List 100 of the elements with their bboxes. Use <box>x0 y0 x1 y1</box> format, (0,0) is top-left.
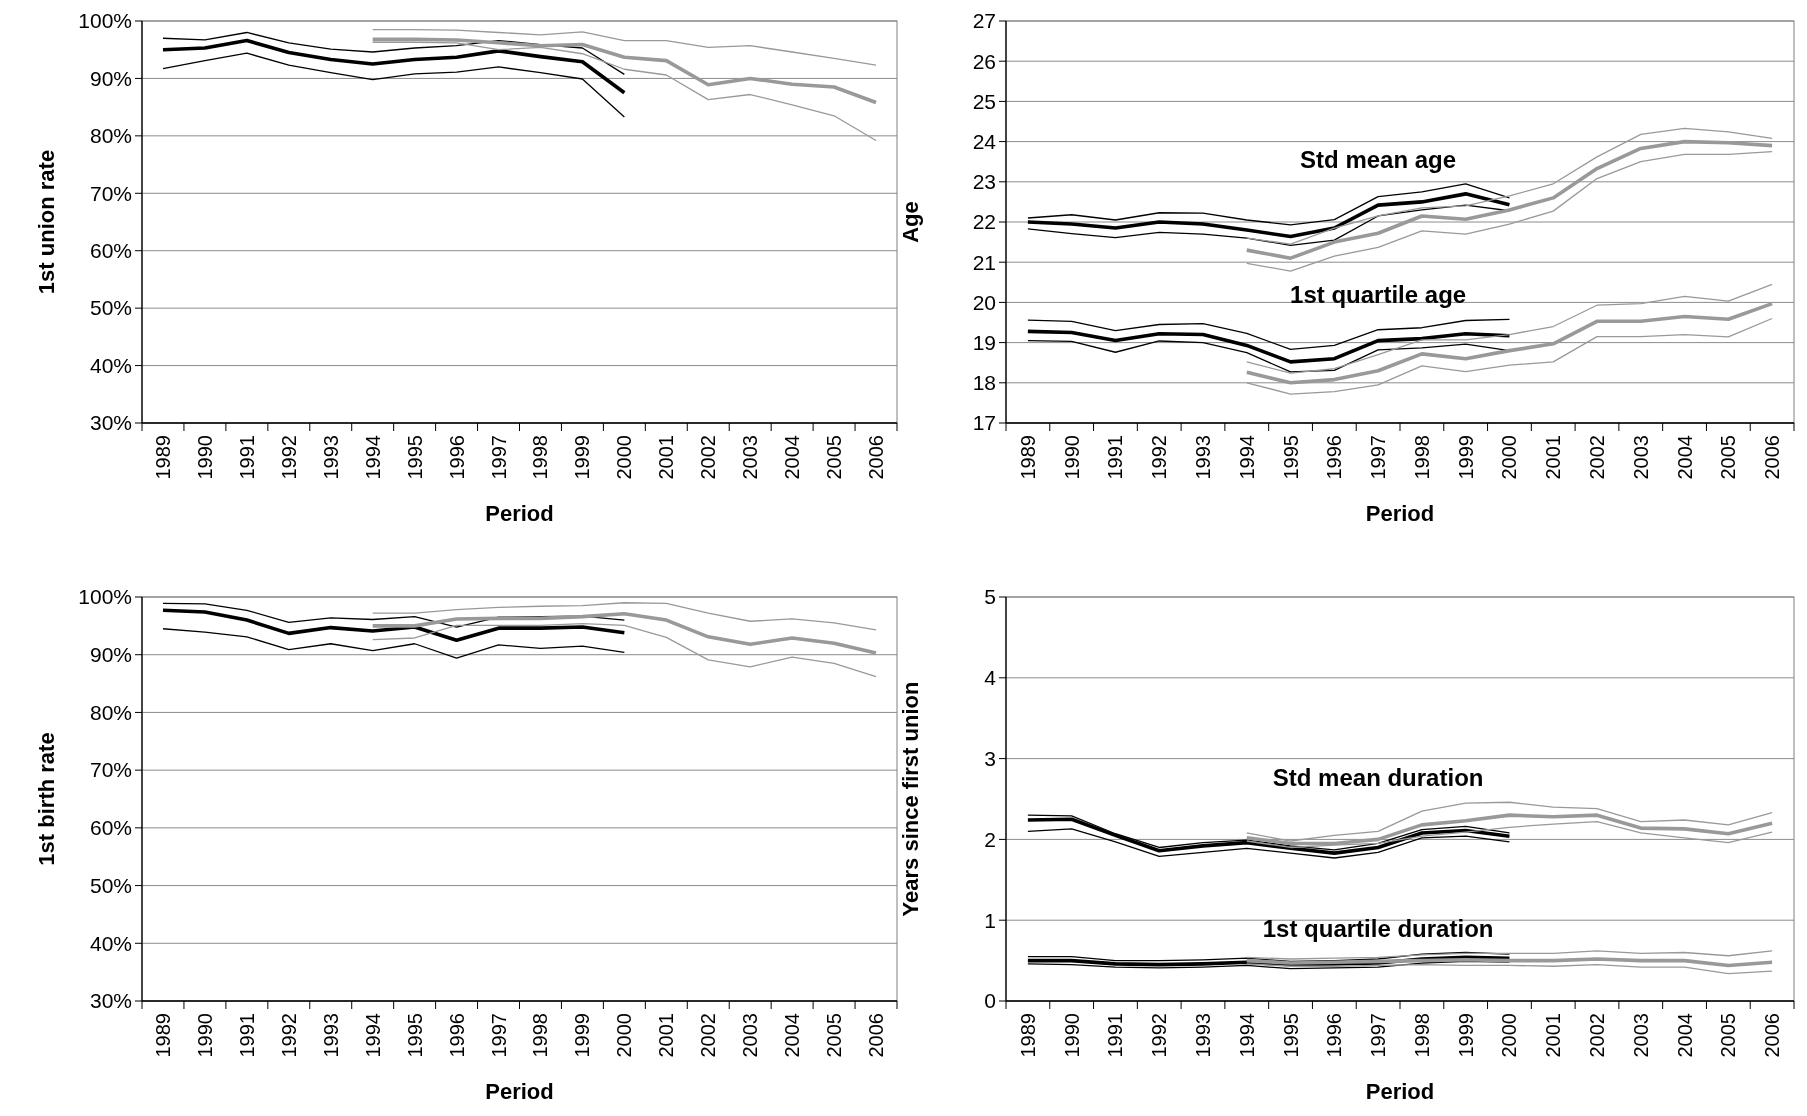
annotation: Std mean duration <box>1272 764 1484 792</box>
x-tick-label: 2005 <box>1717 435 1740 480</box>
y-tick-label: 50% <box>89 296 132 320</box>
x-tick-label: 1990 <box>193 1013 216 1058</box>
x-tick-label: 2000 <box>613 435 636 480</box>
x-tick-label: 2004 <box>781 435 804 480</box>
x-tick-label: 1999 <box>571 1013 594 1058</box>
x-tick-label: 1996 <box>1323 435 1346 480</box>
y-tick-label: 4 <box>984 666 997 690</box>
x-tick-label: 2003 <box>739 1013 762 1058</box>
x-tick-label: 1994 <box>1235 1013 1258 1058</box>
x-tick-label: 2000 <box>1498 435 1521 480</box>
y-tick-label: 18 <box>972 371 996 395</box>
y-tick-label: 25 <box>972 89 996 113</box>
x-tick-label: 1997 <box>1367 1013 1390 1058</box>
y-tick-label: 70% <box>89 181 132 205</box>
y-tick-label: 17 <box>972 411 996 435</box>
x-tick-label: 2001 <box>1542 435 1565 480</box>
x-tick-label: 2003 <box>739 435 762 480</box>
x-tick-label: 1994 <box>361 435 384 480</box>
x-tick-label: 2002 <box>697 1013 720 1058</box>
x-axis-title: Period <box>1365 1079 1435 1104</box>
y-tick-label: 20 <box>972 290 996 314</box>
y-axis-title: 1st union rate <box>34 149 59 295</box>
x-tick-label: 1997 <box>1367 435 1390 480</box>
x-tick-label: 1994 <box>361 1013 384 1058</box>
y-tick-label: 60% <box>89 816 132 840</box>
x-tick-label: 1999 <box>1454 1013 1477 1058</box>
y-tick-label: 40% <box>89 353 132 377</box>
y-axis-title: Age <box>898 201 923 243</box>
x-tick-label: 2000 <box>1498 1013 1521 1058</box>
y-tick-label: 100% <box>78 585 132 609</box>
annotation: 1st quartile duration <box>1262 914 1494 942</box>
x-tick-label: 2006 <box>865 435 888 480</box>
y-tick-label: 80% <box>89 700 132 724</box>
y-tick-label: 23 <box>972 170 996 194</box>
x-tick-label: 1993 <box>319 435 342 480</box>
x-tick-label: 2005 <box>823 435 846 480</box>
x-tick-label: 1991 <box>235 1013 258 1058</box>
x-tick-label: 1999 <box>571 435 594 480</box>
x-tick-label: 2004 <box>1673 1013 1696 1058</box>
x-tick-label: 2003 <box>1629 435 1652 480</box>
x-tick-label: 2001 <box>655 1013 678 1058</box>
x-tick-label: 1995 <box>1279 1013 1302 1058</box>
x-tick-label: 1998 <box>529 1013 552 1058</box>
y-tick-label: 5 <box>984 585 996 609</box>
x-tick-label: 2004 <box>1673 435 1696 480</box>
annotation: Std mean age <box>1300 145 1457 173</box>
x-tick-label: 1989 <box>1016 435 1039 480</box>
x-tick-label: 2002 <box>1586 435 1608 480</box>
x-tick-label: 2005 <box>1717 1013 1740 1058</box>
y-tick-label: 100% <box>78 9 132 33</box>
x-tick-label: 1989 <box>151 1013 174 1058</box>
x-tick-label: 2002 <box>1586 1013 1608 1058</box>
y-tick-label: 26 <box>972 49 996 73</box>
x-tick-label: 1989 <box>1016 1013 1039 1058</box>
y-tick-label: 30% <box>89 989 132 1013</box>
x-tick-label: 2000 <box>613 1013 636 1058</box>
x-tick-label: 2004 <box>781 1013 804 1058</box>
y-tick-label: 90% <box>89 643 132 667</box>
x-tick-label: 1992 <box>277 1013 300 1058</box>
x-tick-label: 1996 <box>445 1013 468 1058</box>
x-tick-label: 1994 <box>1235 435 1258 480</box>
x-tick-label: 1997 <box>487 1013 510 1058</box>
y-tick-label: 40% <box>89 931 132 955</box>
x-tick-label: 1991 <box>235 435 258 480</box>
x-axis-title: Period <box>485 1079 554 1104</box>
y-tick-label: 30% <box>89 411 132 435</box>
y-tick-label: 70% <box>89 758 132 782</box>
x-tick-label: 1990 <box>193 435 216 480</box>
x-tick-label: 2006 <box>1761 1013 1784 1058</box>
x-tick-label: 1993 <box>319 1013 342 1058</box>
x-tick-label: 2002 <box>697 435 720 480</box>
y-tick-label: 0 <box>984 989 996 1013</box>
x-tick-label: 1998 <box>529 435 552 480</box>
x-tick-label: 1996 <box>445 435 468 480</box>
x-axis-title: Period <box>485 501 554 526</box>
x-tick-label: 1990 <box>1060 1013 1083 1058</box>
annotation: 1st quartile age <box>1290 281 1467 309</box>
x-tick-label: 2001 <box>1542 1013 1565 1058</box>
x-tick-label: 2006 <box>1761 435 1784 480</box>
x-tick-label: 1992 <box>277 435 300 480</box>
x-tick-label: 1996 <box>1323 1013 1346 1058</box>
y-tick-label: 1 <box>984 908 996 932</box>
y-tick-label: 27 <box>972 9 996 33</box>
y-tick-label: 22 <box>972 210 996 234</box>
x-tick-label: 1993 <box>1192 1013 1214 1058</box>
x-tick-label: 1999 <box>1454 435 1477 480</box>
y-tick-label: 80% <box>89 124 132 148</box>
x-tick-label: 2005 <box>823 1013 846 1058</box>
x-tick-label: 2003 <box>1629 1013 1652 1058</box>
x-tick-label: 1993 <box>1192 435 1214 480</box>
y-tick-label: 60% <box>89 239 132 263</box>
x-tick-label: 1991 <box>1104 1013 1127 1058</box>
y-tick-label: 2 <box>984 827 996 851</box>
y-axis-title: Years since first union <box>898 681 923 917</box>
y-tick-label: 90% <box>89 66 132 90</box>
x-tick-label: 1997 <box>487 435 510 480</box>
y-tick-label: 19 <box>972 330 996 354</box>
x-tick-label: 2006 <box>865 1013 888 1058</box>
